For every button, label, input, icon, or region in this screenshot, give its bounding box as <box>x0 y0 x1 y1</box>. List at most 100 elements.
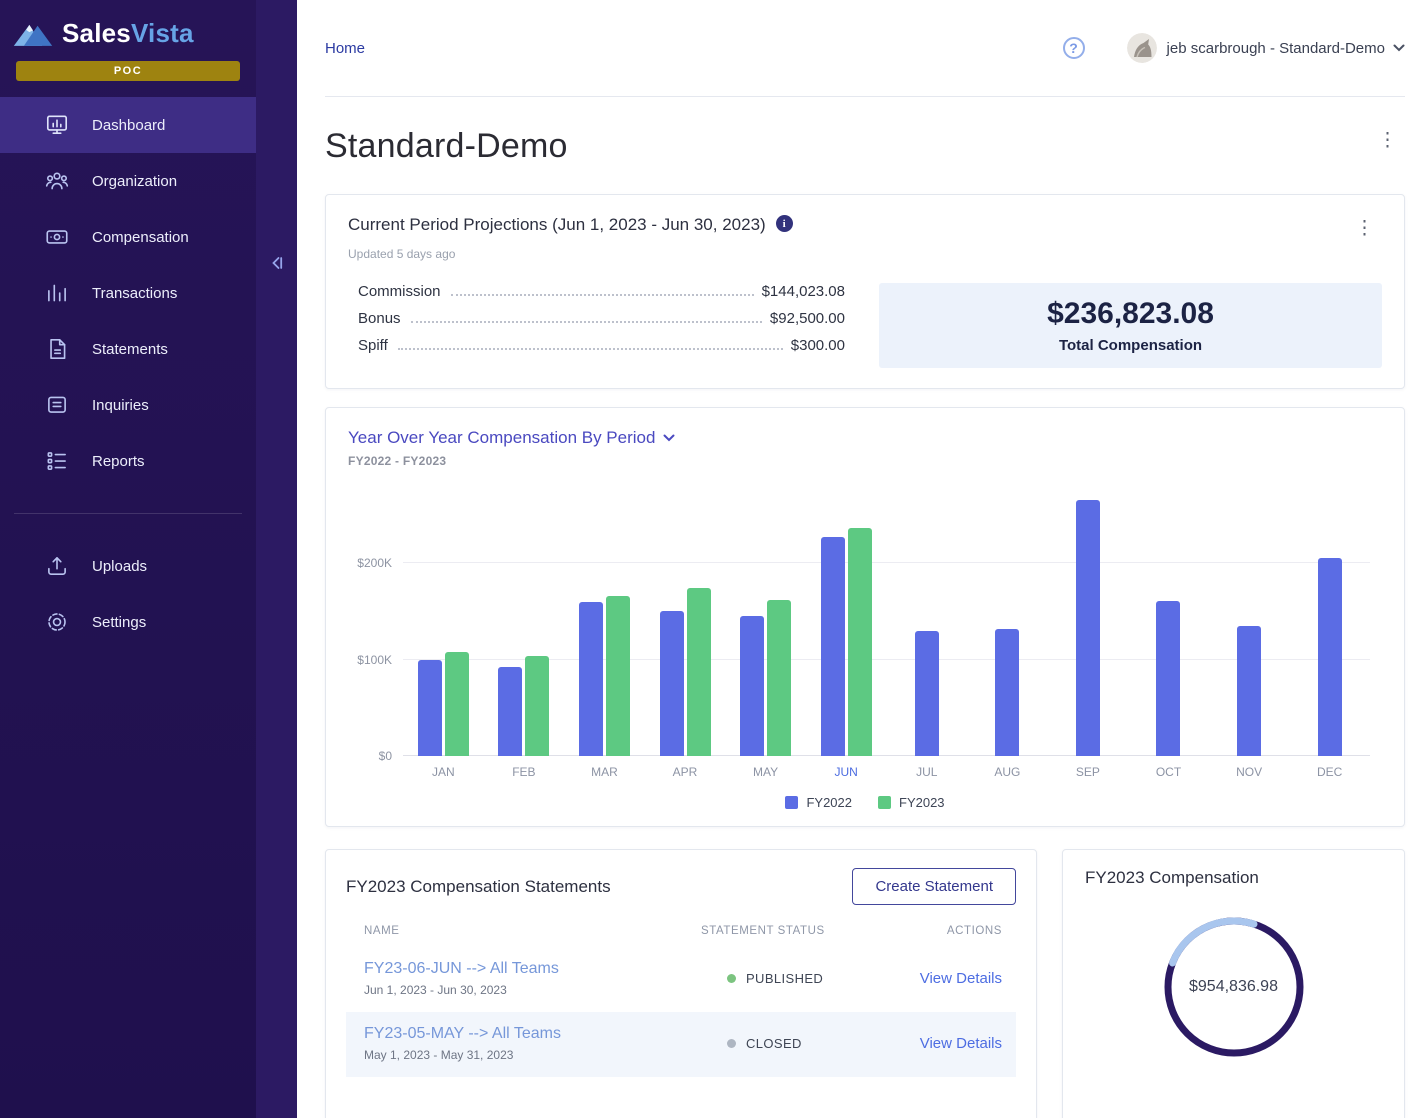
projection-value: $144,023.08 <box>761 283 845 300</box>
sidebar-item-transactions[interactable]: Transactions <box>0 265 256 321</box>
x-label-oct: OCT <box>1155 765 1182 779</box>
column-header-status: STATEMENT STATUS <box>701 925 825 937</box>
sidebar-item-compensation[interactable]: Compensation <box>0 209 256 265</box>
page-kebab-menu-icon[interactable]: ⋮ <box>1378 130 1397 151</box>
gridline: $200K <box>357 556 1370 570</box>
x-label-may: MAY <box>753 765 779 779</box>
bar-fy2022-mar <box>578 601 603 756</box>
statements-table-header: NAME STATEMENT STATUS ACTIONS <box>346 925 1016 947</box>
column-header-actions: ACTIONS <box>946 925 1002 937</box>
sidebar: SalesVista POC Dashboard Organization Comp… <box>0 0 256 1118</box>
sidebar-item-label: Dashboard <box>92 116 166 134</box>
status-label: PUBLISHED <box>746 971 824 986</box>
create-statement-button[interactable]: Create Statement <box>852 868 1016 905</box>
bar-fy2023-mar <box>605 595 630 756</box>
sidebar-item-settings[interactable]: Settings <box>0 594 256 650</box>
sidebar-item-inquiries[interactable]: Inquiries <box>0 377 256 433</box>
bar-group-apr <box>645 486 726 756</box>
statement-row: FY23-05-MAY --> All Teams May 1, 2023 - M… <box>346 1012 1016 1077</box>
sidebar-item-uploads[interactable]: Uploads <box>0 538 256 594</box>
status-dot <box>727 1039 736 1048</box>
x-label-feb: FEB <box>512 765 536 779</box>
content: Current Period Projections (Jun 1, 2023 … <box>325 194 1405 1118</box>
view-details-link[interactable]: View Details <box>919 969 1002 987</box>
legend-swatch <box>878 796 891 809</box>
fy-compensation-title: FY2023 Compensation <box>1085 868 1259 887</box>
statement-link[interactable]: FY23-05-MAY --> All Teams <box>364 1025 561 1042</box>
bar-group-may <box>725 486 806 756</box>
brand-logo: SalesVista <box>0 0 256 57</box>
total-compensation-value: $236,823.08 <box>1047 297 1214 330</box>
sidebar-item-label: Transactions <box>92 284 178 302</box>
sidebar-item-organization[interactable]: Organization <box>0 153 256 209</box>
x-label-jun: JUN <box>834 765 858 779</box>
legend-swatch <box>785 796 799 809</box>
mountain-logo-icon <box>12 20 54 48</box>
user-menu[interactable]: jeb scarbrough - Standard-Demo <box>1166 39 1385 57</box>
projections-updated: Updated 5 days ago <box>348 247 456 261</box>
bars <box>403 486 1370 756</box>
bar-fy2022-jul <box>914 630 939 756</box>
statements-table-body: FY23-06-JUN --> All Teams Jun 1, 2023 - J… <box>346 947 1016 1077</box>
chart-title-dropdown[interactable]: Year Over Year Compensation By Period <box>348 428 1382 448</box>
chart-plot-area: $0 $100K $200K <box>357 486 1370 763</box>
chart-title: Year Over Year Compensation By Period <box>348 428 656 447</box>
bar-group-nov <box>1209 486 1290 756</box>
statements-icon <box>44 336 70 362</box>
bar-group-aug <box>967 486 1048 756</box>
settings-icon <box>44 609 70 635</box>
fy-compensation-card: FY2023 Compensation $954,836.98 <box>1062 849 1405 1118</box>
bar-fy2022-apr <box>659 611 684 756</box>
bar-fy2022-dec <box>1317 558 1342 756</box>
x-label-jan: JAN <box>431 765 455 779</box>
page-header: Standard-Demo ⋮ <box>325 127 1405 166</box>
dotted-leader <box>450 294 754 296</box>
total-compensation-box: $236,823.08 Total Compensation <box>879 283 1382 368</box>
fy-compensation-value: $954,836.98 <box>1189 978 1278 995</box>
sidebar-item-dashboard[interactable]: Dashboard <box>0 97 256 153</box>
breadcrumb-home[interactable]: Home <box>325 39 366 57</box>
bar-fy2022-oct <box>1156 600 1181 756</box>
brand-name-secondary: Vista <box>130 18 194 48</box>
user-avatar[interactable] <box>1126 33 1157 63</box>
topbar: Home ? jeb scarbrough - Standard-Demo <box>325 0 1405 97</box>
bar-fy2022-may <box>740 616 765 756</box>
statement-dates: May 1, 2023 - May 31, 2023 <box>364 1048 514 1062</box>
chart-legend: FY2022 FY2023 <box>348 795 1382 810</box>
view-details-link[interactable]: View Details <box>919 1034 1002 1052</box>
projection-row: Spiff $300.00 <box>358 337 845 354</box>
sidebar-item-reports[interactable]: Reports <box>0 433 256 489</box>
bar-fy2023-may <box>767 599 792 756</box>
legend-fy2022[interactable]: FY2022 <box>785 795 852 810</box>
sidebar-item-label: Compensation <box>92 228 189 246</box>
bar-fy2022-feb <box>498 667 523 756</box>
x-label-apr: APR <box>672 765 698 779</box>
y-tick-label: $200K <box>357 556 392 571</box>
compensation-donut: $954,836.98 <box>1159 912 1309 1062</box>
topbar-right: ? jeb scarbrough - Standard-Demo <box>1062 33 1405 63</box>
statements-card: FY2023 Compensation Statements Create St… <box>325 849 1037 1118</box>
x-label-nov: NOV <box>1236 765 1263 779</box>
sidebar-item-statements[interactable]: Statements <box>0 321 256 377</box>
organization-icon <box>44 168 70 194</box>
sidebar-strip <box>256 0 297 1118</box>
bar-group-sep <box>1048 486 1129 756</box>
sidebar-collapse-button[interactable] <box>264 250 290 276</box>
chevron-down-icon[interactable] <box>1393 44 1405 52</box>
bar-group-oct <box>1128 486 1209 756</box>
compensation-icon <box>44 224 70 250</box>
help-icon[interactable]: ? <box>1062 37 1085 59</box>
sidebar-divider <box>14 513 242 514</box>
legend-fy2023[interactable]: FY2023 <box>878 795 945 810</box>
brand-name-primary: Sales <box>62 18 131 48</box>
y-tick-label: $0 <box>378 749 392 763</box>
dashboard-icon <box>44 112 70 138</box>
chevron-down-icon <box>663 434 675 442</box>
bar-group-dec <box>1289 486 1370 756</box>
bar-fy2023-jun <box>847 528 872 756</box>
bar-fy2022-sep <box>1075 500 1100 756</box>
projections-kebab-menu-icon[interactable]: ⋮ <box>1355 218 1374 239</box>
statement-link[interactable]: FY23-06-JUN --> All Teams <box>364 960 559 977</box>
chart-subtitle: FY2022 - FY2023 <box>348 454 447 468</box>
info-icon[interactable]: i <box>775 215 793 232</box>
